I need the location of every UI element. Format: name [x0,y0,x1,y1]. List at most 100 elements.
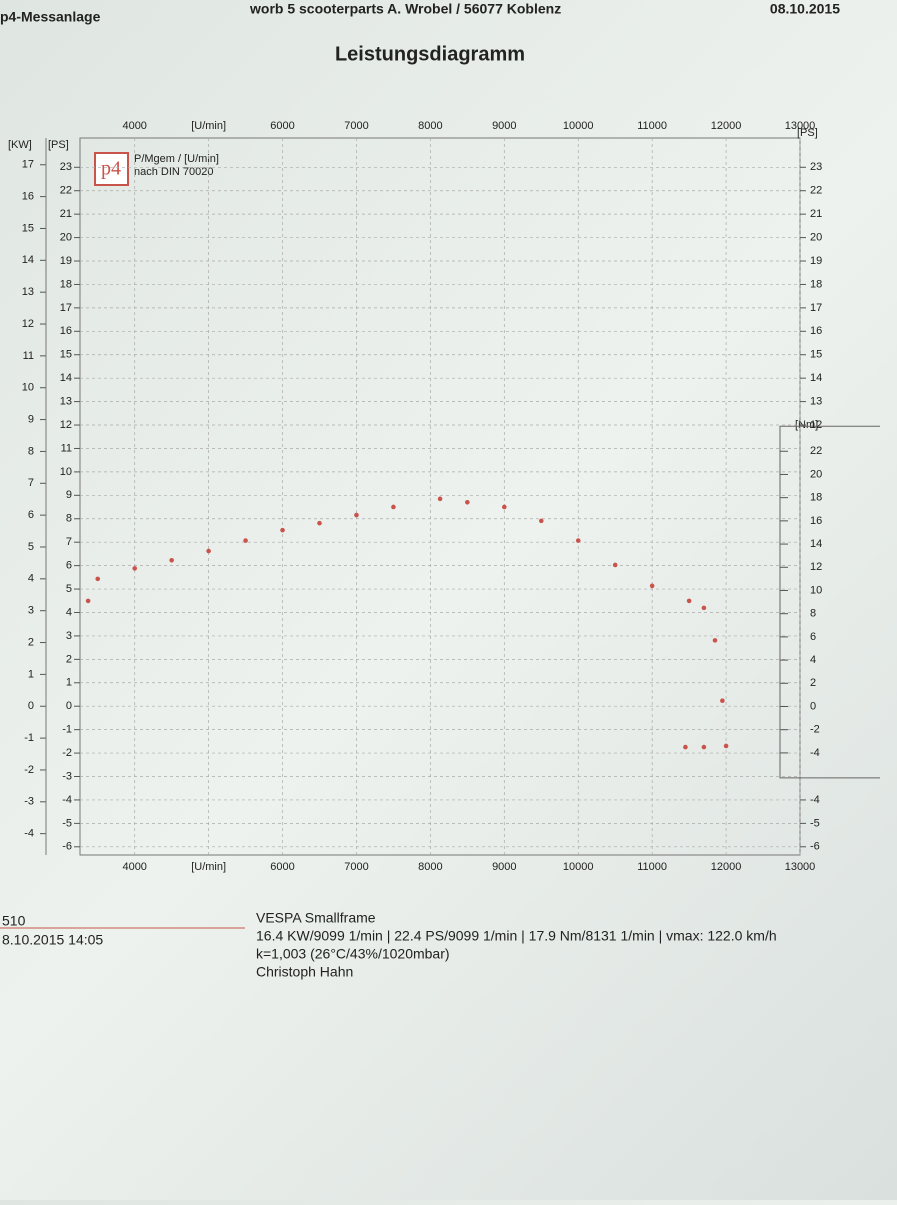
series-marker [169,558,174,563]
y-tick-label: 7 [66,536,72,548]
x-tick-label: 13000 [785,861,816,873]
y-tick-label-right: -5 [810,817,820,829]
y-tick-label: 5 [66,583,72,595]
x-tick-label: 9000 [492,861,516,873]
footer-vehicle: VESPA Smallframe [256,910,376,926]
series-marker [206,548,211,554]
series-marker [723,743,729,749]
series-marker [85,598,91,604]
kw-tick-label: 12 [22,318,34,330]
series-marker [132,566,138,571]
y-tick-label: 18 [60,278,72,290]
x-tick-label: 11000 [637,861,667,873]
x-tick-label: 10000 [563,861,594,873]
y-tick-label: 6 [66,560,72,572]
y-tick-label: -4 [62,794,72,806]
y-tick-label: 21 [60,208,72,220]
footer-id: 510 [2,913,26,929]
y2-tick-label: 16 [810,515,822,527]
y2-tick-label: 20 [810,468,822,480]
y-tick-label-right: 23 [810,161,822,173]
kw-tick-label: 6 [28,509,34,521]
y-tick-label: -5 [62,817,72,829]
y2-tick-label: 2 [810,677,816,689]
y-tick-label-right: 21 [810,208,822,220]
kw-tick-label: -1 [24,732,34,744]
chart-title: Leistungsdiagramm [335,43,525,65]
y2-tick-label: 6 [810,631,816,643]
legend-text: P/Mgem / [U/min] [134,153,219,165]
y-tick-label: 20 [60,231,72,243]
y-tick-label-right: 16 [810,325,822,337]
series-marker [95,576,101,582]
x-tick-label: 8000 [418,120,442,132]
kw-tick-label: 2 [28,636,34,648]
y-axis-label: [PS] [48,139,69,151]
header-date: 08.10.2015 [770,1,840,17]
y-tick-label-right: -6 [810,841,820,853]
y-tick-label-right: -4 [810,794,820,806]
series-marker [317,520,322,526]
y-tick-label: 11 [61,442,72,454]
y-tick-label: 4 [66,606,72,618]
y2-tick-label: 10 [810,584,822,596]
y-tick-label: 2 [66,653,72,665]
footer-operator: Christoph Hahn [256,964,353,980]
plot-frame [79,137,801,856]
y2-tick-label: 4 [810,654,816,666]
kw-tick-label: 9 [28,413,34,425]
y-tick-label: 19 [60,255,72,267]
y-tick-label-right: 17 [810,302,822,314]
x-tick-label: 10000 [563,120,594,132]
x-tick-label: [U/min] [191,861,226,873]
y-tick-label: 9 [66,489,72,501]
y-tick-label: 23 [60,161,72,173]
y2-tick-label: 22 [810,445,822,457]
kw-tick-label: -3 [24,796,34,808]
y-tick-label-right: 13 [810,396,822,408]
kw-tick-label: 14 [22,254,34,266]
y-tick-label-right: 20 [810,231,822,243]
y-tick-label: 0 [66,700,72,712]
kw-tick-label: 13 [22,286,34,298]
kw-tick-label: 0 [28,700,34,712]
logo: p4 [101,158,121,180]
y-tick-label-right: 19 [810,255,822,267]
series-marker [575,538,581,543]
y2-tick-label: 18 [810,492,822,504]
y2-tick-label: 0 [810,700,816,712]
series-marker [686,598,692,604]
y-tick-label-right: 14 [810,372,822,384]
y-tick-label: 17 [60,302,72,314]
kw-tick-label: 15 [22,222,34,234]
series-marker [612,562,618,568]
kw-axis-label: [KW] [8,139,32,151]
footer-conditions: k=1,003 (26°C/43%/1020mbar) [256,946,450,962]
kw-tick-label: -4 [24,828,34,840]
series-marker [701,744,707,750]
y-axis-label-right: [PS] [797,127,818,139]
series-marker [280,527,285,533]
y-tick-label-right: 12 [810,419,822,431]
y-tick-label: -1 [62,724,72,736]
x-tick-label: 9000 [492,120,516,132]
y-tick-label-right: 18 [810,278,822,290]
header-center: worb 5 scooterparts A. Wrobel / 56077 Ko… [249,1,561,17]
y2-tick-label: 14 [810,538,822,550]
kw-tick-label: 4 [28,573,34,585]
x-tick-label: 11000 [637,120,667,132]
header-left: p4-Messanlage [0,9,101,25]
series-marker [712,638,718,643]
series-marker [502,504,507,510]
y-tick-label: 1 [66,677,72,689]
x-tick-label: 4000 [122,861,146,873]
y-tick-label: 22 [60,185,72,197]
y-tick-label: 3 [66,630,72,642]
y-tick-label: 13 [60,396,72,408]
y2-tick-label: 12 [810,561,822,573]
legend-text: nach DIN 70020 [134,166,214,178]
series-marker [437,496,443,502]
x-tick-label: 12000 [711,861,742,873]
series-marker [243,538,248,543]
